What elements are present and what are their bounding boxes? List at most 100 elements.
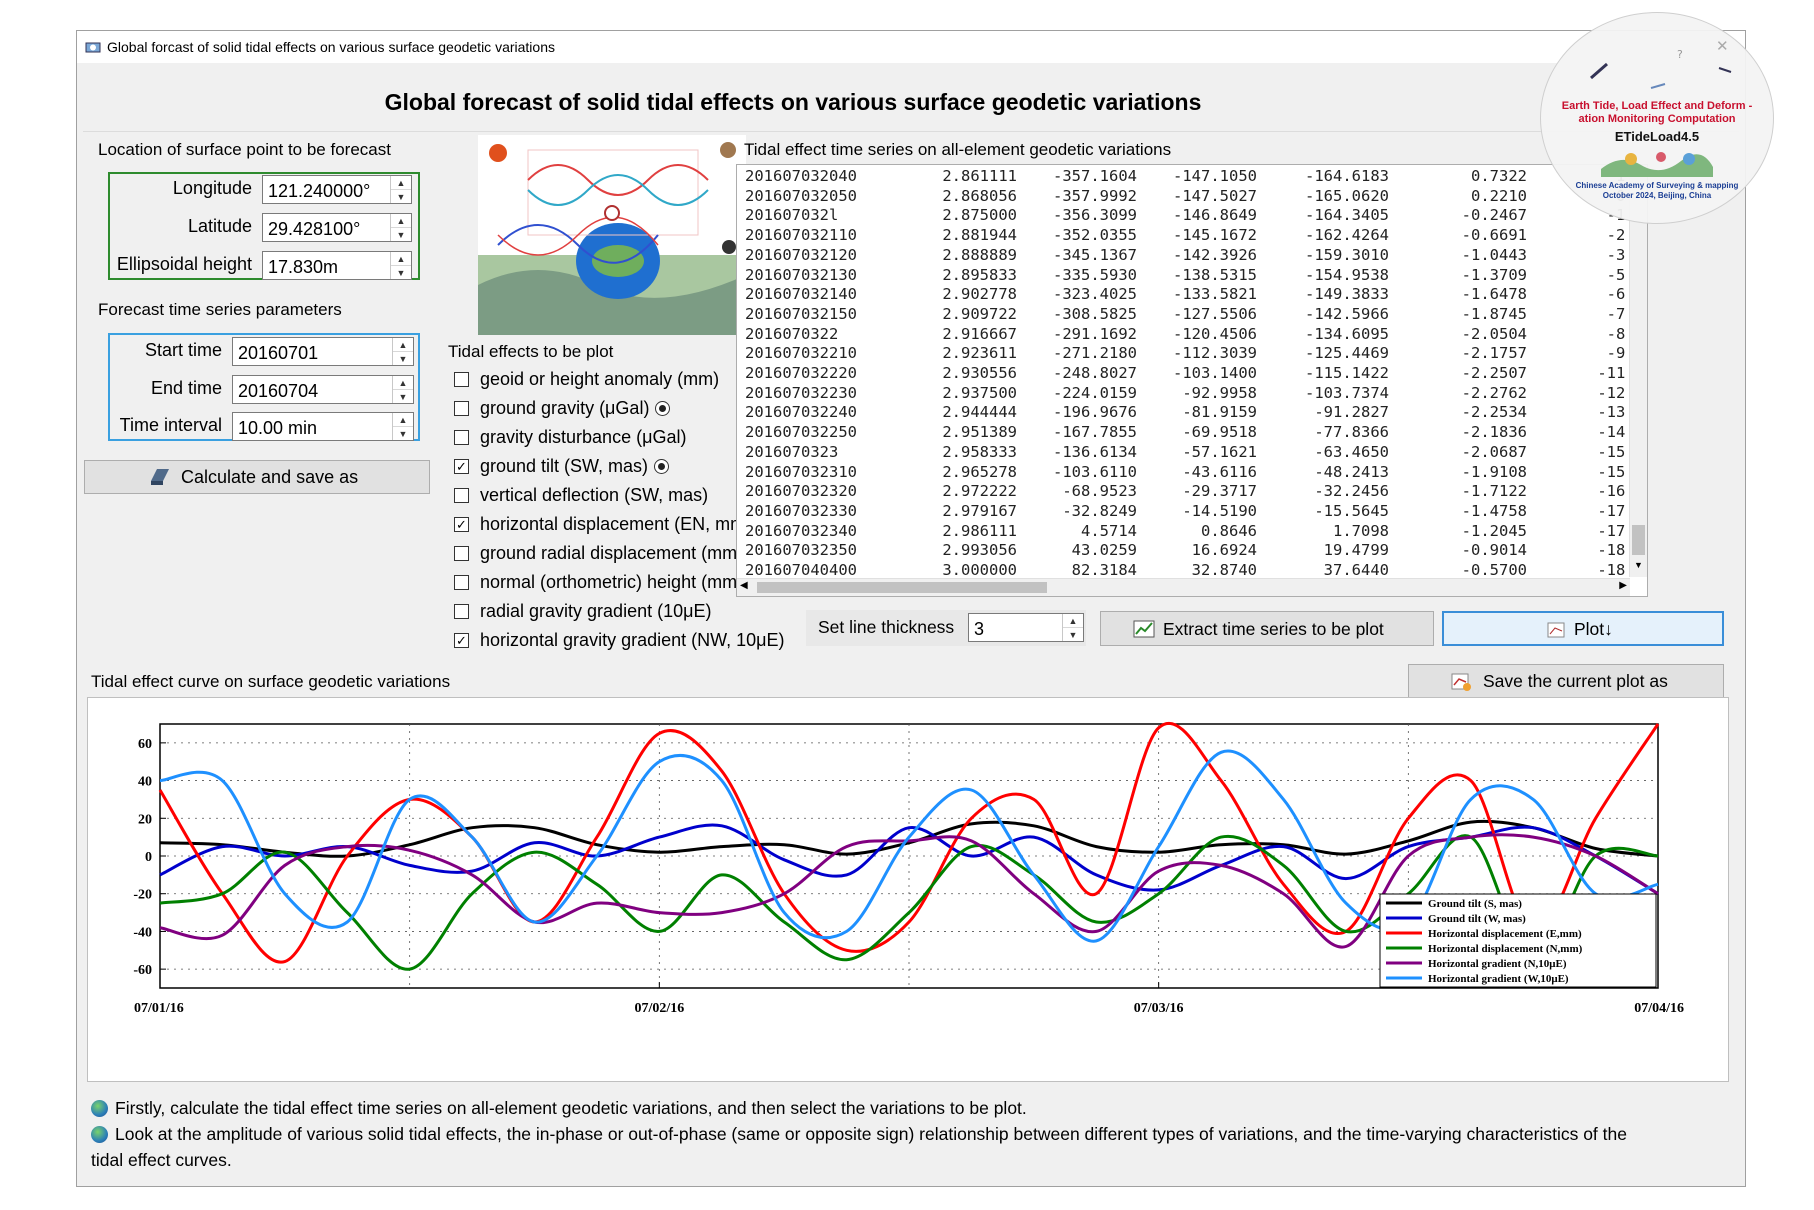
save-plot-button[interactable]: Save the current plot as bbox=[1408, 664, 1724, 698]
extract-timeseries-button[interactable]: Extract time series to be plot bbox=[1100, 611, 1434, 646]
timeseries-cell: 201607032340 bbox=[745, 521, 857, 540]
timeseries-row: 201607032340 2.986111 4.5714 0.8646 1.7098 -1… bbox=[737, 521, 1647, 542]
plot-button[interactable]: Plot↓ bbox=[1442, 611, 1724, 646]
vertical-scrollbar[interactable]: ▲ ▼ bbox=[1629, 165, 1647, 577]
spin-down-icon[interactable]: ▼ bbox=[398, 353, 408, 364]
checkbox[interactable] bbox=[454, 430, 469, 445]
spin-up-icon[interactable]: ▲ bbox=[393, 413, 413, 427]
horizontal-scroll-thumb[interactable] bbox=[757, 582, 1047, 593]
effect-option[interactable]: vertical deflection (SW, mas) bbox=[454, 484, 794, 513]
vertical-scroll-thumb[interactable] bbox=[1632, 525, 1645, 555]
effect-option[interactable]: ground gravity (μGal) bbox=[454, 397, 794, 426]
spin-up-icon[interactable]: ▲ bbox=[391, 252, 411, 266]
legend-label: Horizontal displacement (N,mm) bbox=[1428, 943, 1583, 955]
height-input[interactable]: 17.830m ▲ ▼ bbox=[262, 251, 412, 280]
effect-option[interactable]: ✓ horizontal gravity gradient (NW, 10μE) bbox=[454, 629, 794, 658]
timeseries-row: 201607032120 2.888889 -345.1367 -142.3926 -1… bbox=[737, 245, 1647, 266]
checkbox[interactable] bbox=[454, 604, 469, 619]
timeseries-cell: 201607032320 bbox=[745, 482, 857, 501]
spin-up-icon[interactable]: ▲ bbox=[1063, 614, 1083, 628]
checkbox[interactable] bbox=[454, 401, 469, 416]
timeseries-cell: -164.3405 bbox=[1305, 206, 1389, 225]
line-thickness-input[interactable]: 3 ▲ ▼ bbox=[968, 613, 1084, 642]
effect-option[interactable]: radial gravity gradient (10μE) bbox=[454, 600, 794, 629]
effect-option[interactable]: geoid or height anomaly (mm) bbox=[454, 368, 794, 397]
spin-down-icon[interactable]: ▼ bbox=[398, 428, 408, 439]
timeseries-cell: -159.3010 bbox=[1305, 245, 1389, 264]
start-time-value: 20160701 bbox=[238, 343, 319, 363]
effect-label-text: ground gravity (μGal) bbox=[480, 398, 650, 418]
timeseries-row: 201607032050 2.868056 -357.9992 -147.5027 -1… bbox=[737, 186, 1647, 207]
spin-down-icon[interactable]: ▼ bbox=[396, 229, 406, 240]
timeseries-cell: 2.888889 bbox=[942, 245, 1017, 264]
effect-label: horizontal gravity gradient (NW, 10μE) bbox=[480, 630, 785, 651]
timeseries-cell: 2.861111 bbox=[942, 167, 1017, 185]
longitude-input[interactable]: 121.240000° ▲ ▼ bbox=[262, 175, 412, 204]
timeseries-cell: -323.4025 bbox=[1053, 285, 1137, 304]
spin-down-icon[interactable]: ▼ bbox=[396, 267, 406, 278]
scroll-left-icon[interactable]: ◀ bbox=[740, 580, 748, 591]
timeseries-cell: -112.3039 bbox=[1173, 344, 1257, 363]
timeseries-row: 201607032240 2.944444 -196.9676 -81.9159 -91… bbox=[737, 403, 1647, 423]
timeseries-cell: -154.9538 bbox=[1305, 265, 1389, 284]
x-tick-label: 07/02/16 bbox=[634, 1001, 684, 1016]
timeseries-textbox[interactable]: 201607032040 2.861111 -357.1604 -147.1050 -1… bbox=[736, 164, 1648, 597]
legend-label: Horizontal displacement (E,mm) bbox=[1428, 928, 1582, 940]
plot-area[interactable]: 60 40 20 0 -20 -40 -60 07/01/16 07/02/16 07/03/16… bbox=[87, 697, 1729, 1082]
legend-label: Ground tilt (W, mas) bbox=[1428, 913, 1526, 925]
x-tick-label: 07/01/16 bbox=[134, 1001, 184, 1016]
timeseries-cell: -103.1400 bbox=[1173, 364, 1257, 382]
scroll-right-icon[interactable]: ▶ bbox=[1619, 580, 1627, 591]
timeseries-cell: -2.2507 bbox=[1461, 364, 1527, 382]
checkbox[interactable]: ✓ bbox=[454, 459, 469, 474]
timeseries-cell: -133.5821 bbox=[1173, 285, 1257, 304]
timeseries-cell: -248.8027 bbox=[1053, 364, 1137, 382]
horizontal-scrollbar[interactable]: ◀ ▶ bbox=[737, 578, 1630, 596]
timeseries-cell: 2.916667 bbox=[942, 324, 1017, 343]
checkbox[interactable] bbox=[454, 575, 469, 590]
close-icon[interactable]: ✕ bbox=[1716, 38, 1729, 55]
latitude-input[interactable]: 29.428100° ▲ ▼ bbox=[262, 213, 412, 242]
effect-option[interactable]: gravity disturbance (μGal) bbox=[454, 426, 794, 455]
latitude-value: 29.428100° bbox=[268, 219, 361, 239]
timeseries-cell: -357.1604 bbox=[1053, 167, 1137, 185]
y-tick-label: 0 bbox=[145, 850, 152, 865]
timeseries-cell: -92.9958 bbox=[1182, 383, 1257, 402]
checkbox[interactable] bbox=[454, 372, 469, 387]
chart-icon bbox=[1133, 620, 1155, 638]
calculate-save-button[interactable]: Calculate and save as bbox=[84, 460, 430, 494]
timeseries-cell: 201607032050 bbox=[745, 186, 857, 205]
timeseries-row: 201607032220 2.930556 -248.8027 -103.1400 -1… bbox=[737, 364, 1647, 384]
checkbox[interactable] bbox=[454, 546, 469, 561]
end-time-input[interactable]: 20160704 ▲ ▼ bbox=[232, 375, 414, 404]
scroll-down-icon[interactable]: ▼ bbox=[1634, 560, 1643, 570]
timeseries-cell: 2.909722 bbox=[942, 304, 1017, 323]
timeseries-cell: -1.3709 bbox=[1461, 265, 1527, 284]
badge-graphic-icon bbox=[1601, 152, 1713, 177]
spin-down-icon[interactable]: ▼ bbox=[398, 391, 408, 402]
timeseries-cell: -165.0620 bbox=[1305, 186, 1389, 205]
radio-button[interactable] bbox=[654, 459, 670, 474]
spin-up-icon[interactable]: ▲ bbox=[393, 338, 413, 352]
start-time-input[interactable]: 20160701 ▲ ▼ bbox=[232, 337, 414, 366]
checkbox[interactable] bbox=[454, 488, 469, 503]
timeseries-cell: -1.4758 bbox=[1461, 501, 1527, 520]
effect-label-text: vertical deflection (SW, mas) bbox=[480, 485, 709, 505]
spin-up-icon[interactable]: ▲ bbox=[391, 176, 411, 190]
spin-up-icon[interactable]: ▲ bbox=[391, 214, 411, 228]
radio-button[interactable] bbox=[655, 401, 671, 416]
timeseries-cell: -146.8649 bbox=[1173, 206, 1257, 225]
timeseries-cell: -1.0443 bbox=[1461, 245, 1527, 264]
effect-option[interactable]: ✓ ground tilt (SW, mas) bbox=[454, 455, 794, 484]
timeseries-cell: -335.5930 bbox=[1053, 265, 1137, 284]
spin-down-icon[interactable]: ▼ bbox=[396, 191, 406, 202]
checkbox[interactable]: ✓ bbox=[454, 633, 469, 648]
effects-group-title: Tidal effects to be plot bbox=[448, 342, 614, 361]
spin-down-icon[interactable]: ▼ bbox=[1068, 629, 1078, 640]
interval-input[interactable]: 10.00 min ▲ ▼ bbox=[232, 412, 414, 441]
timeseries-cell: -1.9108 bbox=[1461, 462, 1527, 481]
spin-up-icon[interactable]: ▲ bbox=[393, 376, 413, 390]
badge-org-line: Chinese Academy of Surveying & mapping bbox=[1575, 181, 1739, 190]
checkbox[interactable]: ✓ bbox=[454, 517, 469, 532]
legend-label: Ground tilt (S, mas) bbox=[1428, 898, 1522, 910]
